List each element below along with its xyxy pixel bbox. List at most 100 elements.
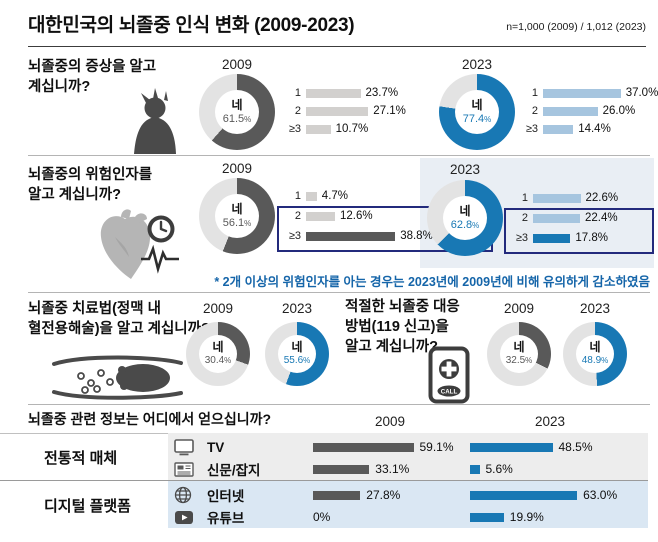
question-symptoms: 뇌졸중의 증상을 알고 계십니까? [28, 59, 157, 95]
year-label: 2023 [461, 57, 493, 72]
bar-row: 2 27.1% [294, 105, 406, 117]
section-divider [28, 292, 650, 293]
year-label: 2009 [221, 57, 253, 72]
donut-yes-value: 48.9% [581, 355, 609, 367]
bar [470, 464, 480, 474]
response-2023-donut: 네 48.9% [563, 322, 627, 386]
bar [543, 88, 621, 98]
source-label: TV [207, 439, 225, 455]
year-label: 2023 [449, 162, 481, 177]
globe-icon [174, 485, 196, 505]
question-response: 적절한 뇌졸중 대응 방법(119 신고)을 알고 계십니까? [345, 299, 460, 355]
bar-row: 2 12.6% [294, 210, 373, 222]
bar [313, 442, 414, 452]
risk-2009-bars: 1 4.7% 2 12.6% ≥3 38.8% [281, 186, 433, 246]
source-bar-2009: 0% [313, 507, 330, 527]
bar [470, 442, 553, 452]
bar-row: 2 26.0% [531, 105, 636, 117]
blood-vessel-icon [50, 352, 185, 405]
bar-value: 23.7% [365, 87, 399, 99]
bar [313, 464, 370, 474]
bar [306, 231, 396, 241]
risk-2023-bars: 1 22.6% 2 22.4% ≥3 17.8% [508, 188, 618, 248]
symptoms-2009-bars: 1 23.7% 2 27.1% ≥3 10.7% [281, 84, 406, 138]
response-2009-donut: 네 32.5% [487, 322, 551, 386]
youtube-icon [174, 507, 196, 527]
bar [470, 512, 504, 522]
label-area-topline [0, 433, 168, 434]
bar-value: 5.6% [485, 462, 513, 476]
bar-value: 26.0% [602, 105, 636, 117]
bar-value: 0% [313, 510, 331, 524]
donut-yes-value: 77.4% [462, 112, 492, 125]
bar [543, 106, 598, 116]
question-info-sources: 뇌졸중 관련 정보는 어디에서 얻으십니까? [28, 411, 272, 427]
bar-row: 1 37.0% [531, 87, 658, 99]
bar-value: 33.1% [375, 462, 410, 476]
year-label: 2009 [221, 161, 253, 176]
donut-yes-label: 네 [471, 97, 483, 112]
donut-yes-label: 네 [291, 340, 303, 355]
group-label-digital: 디지털 플랫폼 [44, 498, 131, 515]
treatment-2009-donut: 네 30.4% [186, 322, 250, 386]
sample-size-note: n=1,000 (2009) / 1,012 (2023) [506, 21, 646, 33]
bar-value: 63.0% [583, 488, 618, 502]
source-bar-2023: 19.9% [470, 507, 544, 527]
bar [543, 124, 574, 134]
donut-yes-value: 30.4% [204, 355, 232, 367]
year-label: 2023 [281, 301, 313, 316]
bar-row: 1 4.7% [294, 190, 349, 202]
headache-person-icon [110, 86, 190, 159]
tv-icon [174, 437, 196, 457]
bar-value: 27.1% [373, 105, 406, 117]
bar-row: ≥3 17.8% [515, 232, 608, 244]
bar-value: 14.4% [578, 123, 611, 135]
donut-yes-value: 56.1% [222, 216, 252, 229]
donut-yes-value: 62.8% [450, 218, 480, 231]
bar-row: 2 22.4% [521, 212, 618, 224]
year-label: 2023 [579, 301, 611, 316]
source-bar-2023: 63.0% [470, 485, 617, 505]
bar [306, 211, 335, 221]
bar [533, 193, 581, 203]
year-label: 2009 [202, 301, 234, 316]
bar-value: 22.4% [585, 212, 618, 224]
bar-value: 19.9% [509, 510, 544, 524]
bar [306, 191, 317, 201]
bar-value: 4.7% [321, 190, 349, 202]
risk-2023-donut: 네 62.8% [427, 180, 503, 256]
bar-row: ≥3 14.4% [525, 123, 611, 135]
newspaper-icon [174, 459, 196, 479]
risk-2023-highlight-box [504, 208, 654, 254]
bar [533, 213, 580, 223]
bar-value: 17.8% [575, 232, 608, 244]
donut-yes-value: 32.5% [505, 355, 533, 367]
donut-yes-label: 네 [231, 201, 243, 216]
group-label-traditional: 전통적 매체 [44, 450, 118, 467]
donut-yes-label: 네 [459, 203, 471, 218]
donut-yes-label: 네 [513, 340, 525, 355]
bar-value: 48.5% [558, 440, 593, 454]
column-year-label: 2009 [374, 414, 406, 429]
treatment-2023-donut: 네 55.6% [265, 322, 329, 386]
bar-row: 1 23.7% [294, 87, 399, 99]
symptoms-2023-donut: 네 77.4% [439, 74, 515, 150]
digital-platform-band [168, 481, 648, 528]
bar-value: 12.6% [340, 210, 373, 222]
bar [306, 124, 331, 134]
traditional-media-band [168, 433, 648, 480]
source-bar-2023: 5.6% [470, 459, 513, 479]
column-year-label: 2023 [534, 414, 566, 429]
heart-clock-icon [95, 203, 183, 290]
bar [313, 490, 361, 500]
risk-2009-donut: 네 56.1% [199, 178, 275, 254]
bar [306, 106, 369, 116]
year-label: 2009 [503, 301, 535, 316]
bar-value: 10.7% [335, 123, 369, 135]
question-treatment: 뇌졸중 치료법(정맥 내 혈전용해술)을 알고 계십니까? [28, 301, 210, 337]
bar-value: 27.8% [366, 488, 401, 502]
emergency-call-icon: CALL [428, 346, 470, 409]
bar [533, 233, 571, 243]
bar [470, 490, 578, 500]
